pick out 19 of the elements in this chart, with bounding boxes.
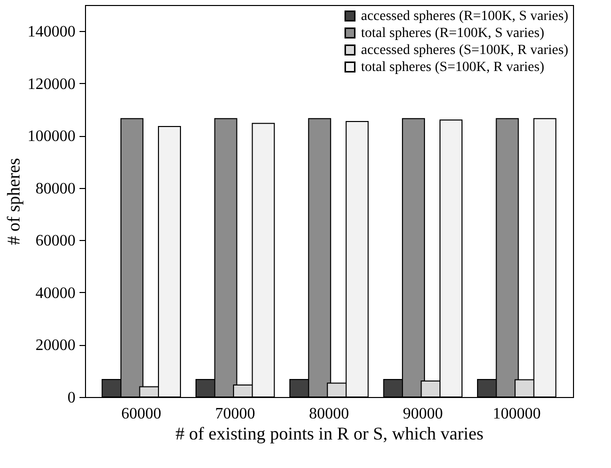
y-tick-label: 120000 — [28, 76, 76, 93]
legend-label: total spheres (S=100K, R varies) — [361, 60, 545, 75]
y-tick-label: 60000 — [36, 232, 76, 250]
x-axis-title: # of existing points in R or S, which varies — [176, 424, 484, 444]
x-tick-label: 90000 — [402, 406, 443, 422]
legend-label: accessed spheres (S=100K, R varies) — [361, 43, 569, 58]
legend-label: accessed spheres (R=100K, S varies) — [361, 9, 569, 24]
x-tick-label: 80000 — [309, 406, 349, 422]
y-tick-label: 100000 — [28, 128, 76, 146]
x-tick-label: 70000 — [215, 406, 256, 422]
y-tick-label: 140000 — [28, 24, 76, 41]
y-tick-label: 0 — [68, 390, 76, 406]
y-tick-label: 20000 — [36, 337, 76, 354]
y-tick-label: 40000 — [36, 284, 76, 302]
x-tick-label: 60000 — [121, 406, 162, 422]
y-tick-label: 80000 — [36, 180, 76, 198]
legend-label: total spheres (R=100K, S varies) — [361, 26, 545, 41]
x-tick-label: 100000 — [492, 406, 541, 422]
y-axis-title: # of spheres — [4, 158, 24, 245]
